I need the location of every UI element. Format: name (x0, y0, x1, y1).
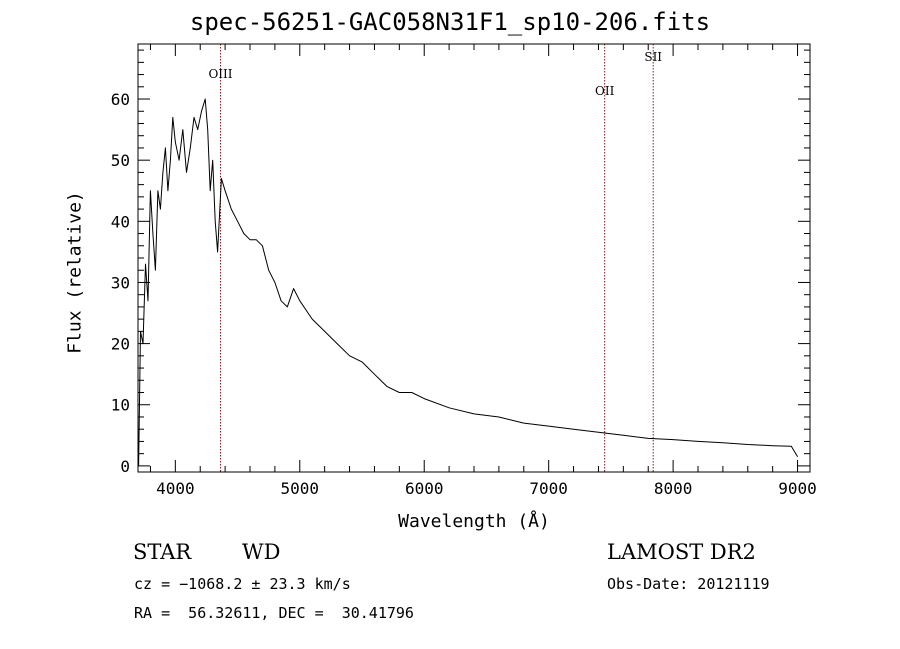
axis-tick-labels: 4000 5000 6000 7000 8000 9000 0 10 20 30 40 50 60 (111, 90, 817, 498)
emission-line-markers: OIII OII SII (208, 44, 662, 472)
survey-name: LAMOST DR2 (607, 540, 756, 564)
x-tick-label: 9000 (778, 479, 817, 498)
emission-line-label: SII (644, 50, 662, 64)
emission-line-label: OII (595, 84, 615, 98)
y-tick-label: 0 (120, 457, 130, 476)
sky-coordinates: RA = 56.32611, DEC = 30.41796 (134, 604, 414, 622)
axis-ticks (138, 44, 810, 472)
y-tick-label: 30 (111, 273, 130, 292)
spectrum-line (138, 98, 799, 466)
object-class: STAR (133, 540, 192, 564)
y-tick-label: 10 (111, 396, 130, 415)
x-tick-label: 8000 (654, 479, 693, 498)
x-tick-label: 7000 (529, 479, 568, 498)
x-tick-label: 4000 (156, 479, 195, 498)
y-tick-label: 40 (111, 212, 130, 231)
y-axis-label: Flux (relative) (64, 191, 86, 354)
redshift-velocity: cz = −1068.2 ± 23.3 km/s (134, 575, 351, 593)
y-tick-label: 60 (111, 90, 130, 109)
spectrum-series (138, 98, 799, 466)
y-tick-label: 20 (111, 335, 130, 354)
plot-frame (137, 43, 811, 473)
object-subclass: WD (242, 540, 281, 564)
observation-date: Obs-Date: 20121119 (607, 575, 770, 593)
x-tick-label: 5000 (281, 479, 320, 498)
x-axis-label: Wavelength (Å) (398, 511, 550, 532)
chart-title: spec-56251-GAC058N31F1_sp10-206.fits (189, 8, 711, 36)
emission-line-label: OIII (208, 67, 232, 81)
x-tick-label: 6000 (405, 479, 444, 498)
y-tick-label: 50 (111, 151, 130, 170)
